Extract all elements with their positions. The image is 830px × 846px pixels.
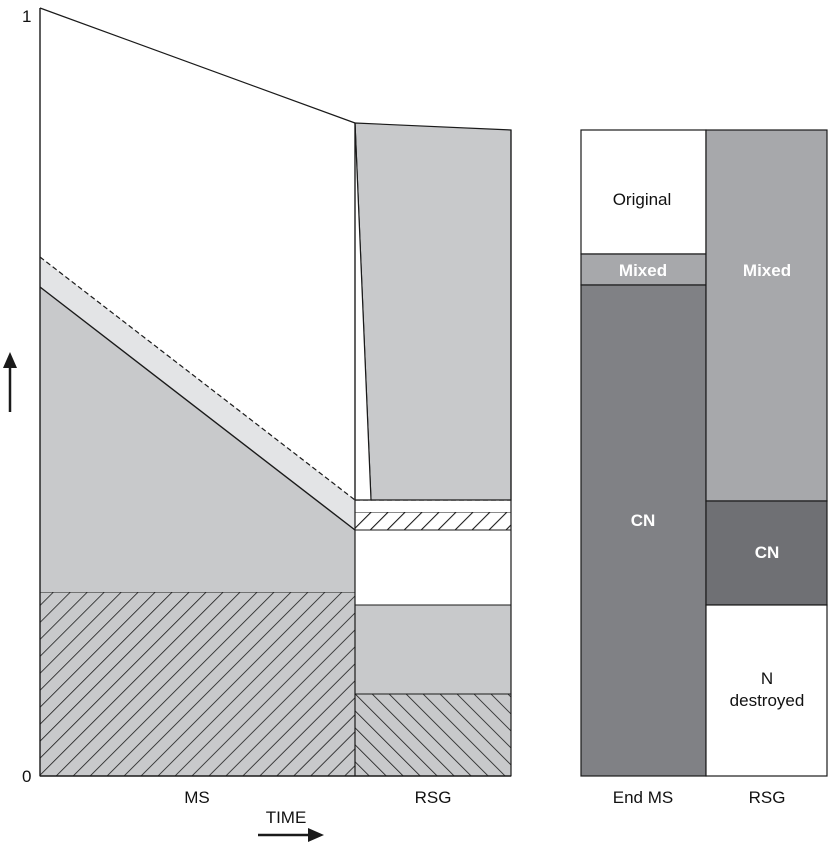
y-top-label: 1	[22, 7, 31, 26]
rsg-light-strip	[355, 500, 511, 512]
rsg-destroyed-label: destroyed	[730, 691, 805, 710]
left-panel: 1 0 MS RSG TIME	[3, 7, 512, 842]
rsg-upper-gray	[354, 122, 512, 501]
ms-hatched-region	[39, 591, 356, 777]
right-arrow-icon	[258, 828, 324, 842]
rsg-thin-hatched	[354, 511, 512, 531]
rsg-bottom-hatched	[354, 693, 512, 777]
rsg-white-gap	[354, 529, 512, 606]
ms-light-band	[40, 257, 355, 530]
ms-top-line	[39, 7, 356, 124]
end-ms-column-label: End MS	[613, 788, 673, 807]
end-ms-cn-block	[580, 284, 707, 777]
ms-solid-line	[39, 286, 356, 531]
up-arrow-icon	[3, 352, 17, 412]
rsg-lower-gray	[354, 604, 512, 695]
end-ms-cn-label: CN	[631, 511, 656, 530]
end-ms-original-label: Original	[613, 190, 672, 209]
ms-label: MS	[184, 788, 210, 807]
rsg-column-label: RSG	[749, 788, 786, 807]
rsg-label-left: RSG	[415, 788, 452, 807]
rsg-mixed-label: Mixed	[743, 261, 791, 280]
rsg-cn-label: CN	[755, 543, 780, 562]
y-bottom-label: 0	[22, 767, 31, 786]
rsg-n-destroyed-block	[705, 604, 828, 777]
end-ms-mixed-label: Mixed	[619, 261, 667, 280]
rsg-cn-block	[705, 500, 828, 606]
ms-dashed-line	[39, 256, 356, 501]
rsg-mixed-block	[705, 129, 828, 502]
ms-white-region	[40, 8, 355, 500]
rsg-n-label: N	[761, 669, 773, 688]
time-label: TIME	[266, 808, 307, 827]
ms-gray-region	[40, 287, 355, 592]
right-panel: Original Mixed CN Mixed CN N destroyed E…	[580, 129, 828, 807]
end-ms-original-block	[580, 129, 707, 255]
